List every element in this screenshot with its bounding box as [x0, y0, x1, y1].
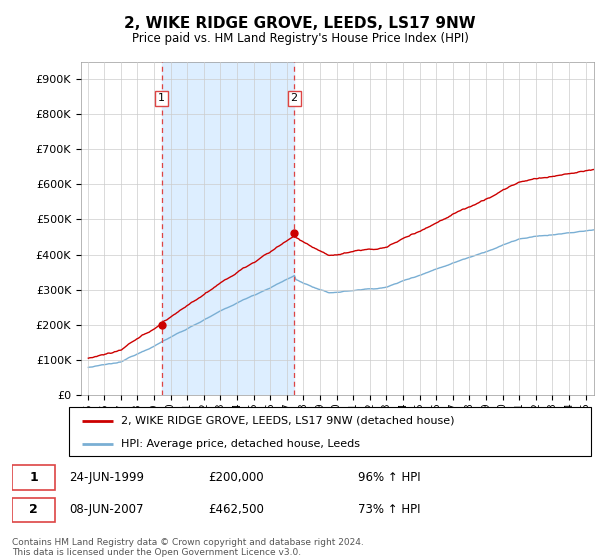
Text: 08-JUN-2007: 08-JUN-2007 — [70, 503, 144, 516]
Text: 1: 1 — [158, 94, 165, 104]
Text: £462,500: £462,500 — [208, 503, 264, 516]
Text: 73% ↑ HPI: 73% ↑ HPI — [358, 503, 420, 516]
Text: 2: 2 — [29, 503, 38, 516]
Text: 96% ↑ HPI: 96% ↑ HPI — [358, 471, 420, 484]
Text: 1: 1 — [29, 471, 38, 484]
Text: 2: 2 — [290, 94, 298, 104]
Text: 24-JUN-1999: 24-JUN-1999 — [70, 471, 145, 484]
Text: Price paid vs. HM Land Registry's House Price Index (HPI): Price paid vs. HM Land Registry's House … — [131, 32, 469, 45]
Text: Contains HM Land Registry data © Crown copyright and database right 2024.
This d: Contains HM Land Registry data © Crown c… — [12, 538, 364, 557]
FancyBboxPatch shape — [69, 407, 591, 456]
Text: £200,000: £200,000 — [208, 471, 263, 484]
Bar — [161, 62, 294, 395]
Text: 2, WIKE RIDGE GROVE, LEEDS, LS17 9NW: 2, WIKE RIDGE GROVE, LEEDS, LS17 9NW — [124, 16, 476, 31]
FancyBboxPatch shape — [12, 497, 55, 522]
Text: 2, WIKE RIDGE GROVE, LEEDS, LS17 9NW (detached house): 2, WIKE RIDGE GROVE, LEEDS, LS17 9NW (de… — [121, 416, 455, 426]
FancyBboxPatch shape — [12, 465, 55, 489]
Text: HPI: Average price, detached house, Leeds: HPI: Average price, detached house, Leed… — [121, 439, 360, 449]
